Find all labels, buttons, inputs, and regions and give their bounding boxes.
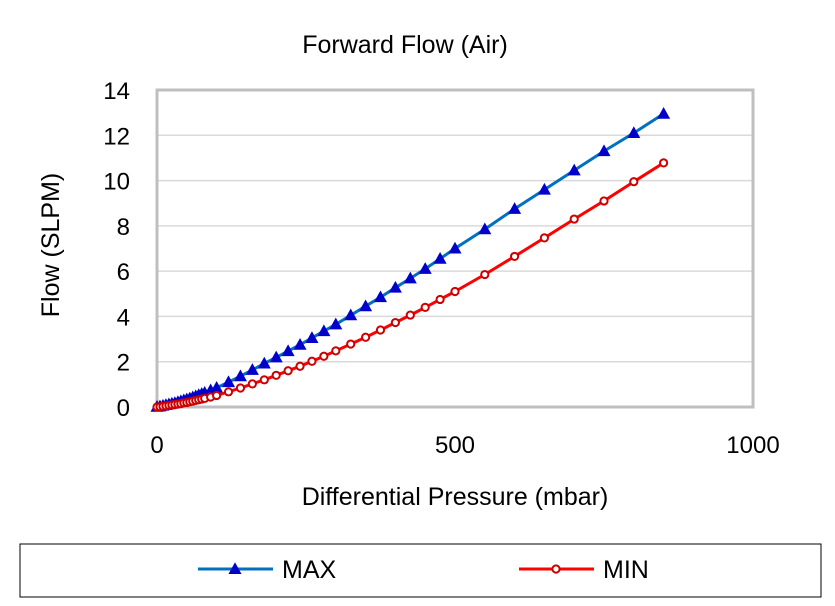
y-tick-label: 12 (103, 123, 130, 150)
legend-item-max: MAX (198, 556, 337, 584)
data-point-min (331, 346, 341, 356)
data-point-max (269, 350, 283, 363)
data-point-max (478, 222, 492, 235)
x-axis-title: Differential Pressure (mbar) (302, 483, 609, 511)
legend-box (19, 543, 822, 598)
data-point-min (539, 233, 550, 243)
data-point-max (388, 280, 402, 293)
data-point-min (405, 310, 415, 320)
data-point-min (569, 214, 579, 224)
data-point-max (317, 324, 331, 337)
y-tick-label: 8 (117, 214, 130, 241)
y-tick-label: 10 (103, 169, 130, 196)
data-point-max (245, 363, 259, 375)
data-point-max (627, 126, 641, 139)
data-point-min (247, 379, 257, 389)
legend-marker-max (228, 562, 242, 575)
series-line-min (156, 161, 665, 409)
y-tick-label: 14 (103, 78, 130, 105)
data-point-min (235, 383, 246, 393)
x-axis-ticks: 0 500 1000 (150, 432, 779, 459)
data-point-max (293, 337, 307, 350)
data-point-min (346, 339, 356, 349)
data-point-min (450, 286, 460, 297)
data-point-min (509, 251, 520, 262)
data-point-max (508, 202, 522, 214)
data-point-min (319, 351, 329, 361)
legend-label-max: MAX (282, 556, 337, 584)
data-point-max (305, 331, 319, 343)
y-tick-label: 0 (117, 395, 130, 422)
y-axis-ticks: 0 2 4 6 8 10 12 14 (103, 78, 130, 422)
legend: MAX MIN (198, 556, 649, 584)
data-point-max (433, 251, 447, 264)
data-point-max (537, 182, 551, 195)
legend-item-min: MIN (519, 556, 649, 584)
data-point-max (344, 308, 358, 321)
data-point-max (567, 163, 581, 176)
y-tick-label: 6 (117, 259, 130, 286)
series-min (152, 158, 669, 412)
x-tick-label: 0 (150, 432, 163, 459)
data-point-max (418, 262, 432, 274)
data-point-min (599, 196, 609, 206)
data-point-min (435, 294, 445, 305)
data-point-min (259, 375, 269, 385)
series-layer (150, 107, 671, 412)
chart-title: Forward Flow (Air) (302, 31, 508, 59)
data-point-min (271, 370, 281, 380)
data-point-min (629, 177, 639, 187)
data-point-min (223, 387, 234, 397)
legend-marker-min (551, 564, 561, 574)
data-point-max (597, 144, 611, 157)
data-point-max (448, 241, 462, 254)
data-point-max (359, 299, 373, 312)
series-line-max (156, 112, 665, 409)
data-point-max (403, 271, 417, 284)
x-tick-label: 500 (435, 432, 475, 459)
data-point-min (390, 317, 400, 328)
data-point-max (373, 290, 388, 303)
data-point-min (295, 361, 305, 371)
data-point-min (283, 366, 293, 376)
data-point-min (361, 332, 371, 342)
data-point-min (375, 325, 386, 335)
data-point-min (212, 390, 222, 401)
data-point-max (257, 356, 271, 369)
series-max (150, 107, 671, 412)
plot-area-border (155, 88, 755, 409)
grid-lines (157, 134, 753, 363)
data-point-max (222, 375, 236, 388)
data-point-min (307, 356, 317, 366)
data-point-min (420, 302, 430, 312)
data-point-max (233, 369, 247, 382)
data-point-min (480, 269, 490, 280)
data-point-max (657, 107, 671, 119)
legend-label-min: MIN (603, 556, 649, 584)
y-tick-label: 2 (117, 350, 130, 377)
data-point-min (659, 158, 669, 168)
data-point-max (281, 344, 295, 357)
x-tick-label: 1000 (726, 432, 779, 459)
y-axis-title: Flow (SLPM) (37, 173, 65, 317)
y-tick-label: 4 (117, 304, 130, 331)
data-point-max (329, 317, 343, 330)
